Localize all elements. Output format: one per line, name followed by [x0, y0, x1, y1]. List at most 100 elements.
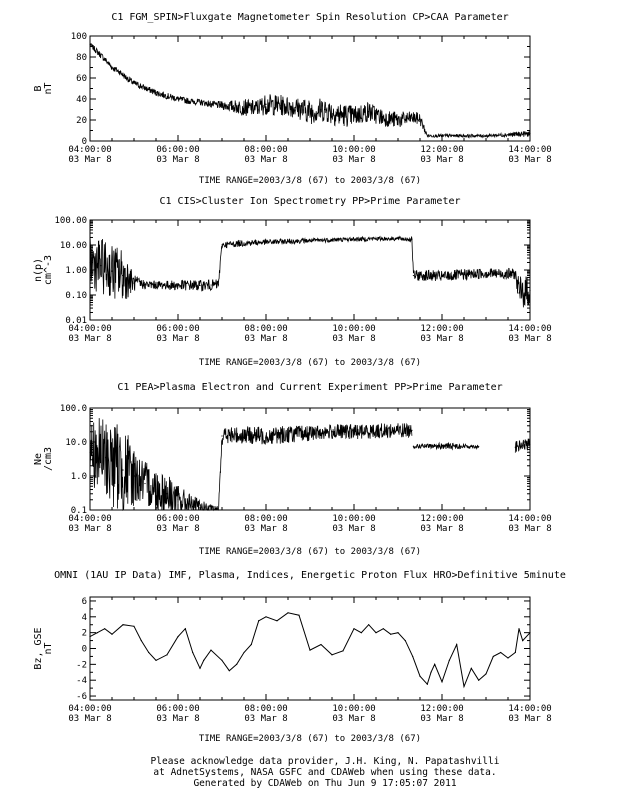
- series-line: [89, 418, 413, 512]
- data-point: [309, 111, 311, 113]
- x-tick-date: 03 Mar 8: [244, 155, 287, 165]
- data-point: [254, 107, 256, 110]
- data-point: [368, 624, 370, 626]
- data-point: [96, 51, 98, 53]
- data-point: [243, 242, 245, 244]
- data-point: [294, 106, 296, 108]
- data-point: [111, 633, 113, 635]
- y-tick-label: 0: [82, 137, 87, 147]
- data-point: [232, 105, 234, 107]
- data-point: [492, 655, 494, 658]
- data-point: [155, 488, 157, 491]
- y-tick-label: 2: [82, 629, 87, 639]
- data-point: [111, 461, 113, 464]
- data-point: [397, 632, 399, 634]
- data-point: [243, 651, 245, 654]
- data-point: [89, 636, 91, 638]
- data-point: [485, 135, 487, 137]
- data-point: [122, 469, 124, 471]
- data-point: [265, 616, 267, 618]
- data-point: [298, 614, 300, 616]
- data-point: [111, 66, 113, 69]
- data-point: [478, 679, 480, 681]
- data-point: [353, 238, 355, 240]
- data-point: [188, 284, 190, 286]
- data-point: [485, 673, 487, 675]
- data-point: [331, 654, 333, 656]
- x-tick-date: 03 Mar 8: [156, 524, 199, 534]
- data-point: [155, 92, 157, 94]
- data-point: [375, 430, 377, 432]
- data-point: [144, 482, 146, 485]
- data-point: [419, 118, 421, 120]
- time-range: TIME RANGE=2003/3/8 (67) to 2003/3/8 (67…: [199, 176, 421, 186]
- data-point: [188, 100, 190, 102]
- data-point: [265, 103, 267, 105]
- y-tick-label: 20: [76, 116, 87, 126]
- y-tick-label: 0: [82, 645, 87, 655]
- data-point: [412, 655, 414, 658]
- data-point: [412, 117, 414, 119]
- data-point: [411, 238, 413, 240]
- data-point: [309, 239, 311, 242]
- x-tick-label: 08:00:00: [244, 324, 287, 334]
- series-1: [89, 43, 531, 139]
- data-point: [426, 683, 428, 685]
- data-point: [276, 620, 278, 622]
- data-point: [331, 431, 333, 433]
- x-tick-date: 03 Mar 8: [68, 524, 111, 534]
- data-point: [133, 625, 135, 627]
- y-tick-label: 1.0: [71, 472, 87, 482]
- x-tick-date: 03 Mar 8: [244, 524, 287, 534]
- series-1: [89, 234, 531, 308]
- data-point: [434, 663, 436, 665]
- data-point: [463, 685, 465, 688]
- data-point: [170, 96, 172, 98]
- data-point: [368, 111, 370, 113]
- data-point: [104, 58, 106, 60]
- y-tick-label: 1.00: [65, 266, 87, 276]
- data-point: [221, 659, 223, 661]
- x-tick-label: 10:00:00: [332, 704, 375, 714]
- x-tick-label: 06:00:00: [156, 704, 199, 714]
- panel-title: C1 FGM_SPIN>Fluxgate Magnetometer Spin R…: [111, 12, 508, 23]
- y-axis-label: n(p): [33, 258, 44, 282]
- data-point: [210, 649, 212, 651]
- data-point: [518, 292, 520, 294]
- y-tick-label: 40: [76, 95, 87, 105]
- data-point: [199, 101, 201, 103]
- x-tick-date: 03 Mar 8: [244, 334, 287, 344]
- x-tick-label: 14:00:00: [508, 704, 551, 714]
- footer-line-2: at AdnetSystems, NASA GSFC and CDAWeb wh…: [153, 767, 496, 778]
- panel-title: C1 PEA>Plasma Electron and Current Exper…: [117, 382, 502, 393]
- data-point: [126, 77, 128, 79]
- x-tick-date: 03 Mar 8: [244, 714, 287, 724]
- data-point: [96, 632, 98, 634]
- series-line: [89, 43, 531, 139]
- data-point: [397, 119, 399, 121]
- data-point: [441, 275, 443, 278]
- panel-3: C1 PEA>Plasma Electron and Current Exper…: [33, 382, 552, 557]
- x-tick-label: 14:00:00: [508, 514, 551, 524]
- y-tick-label: 6: [82, 597, 87, 607]
- series-2: [412, 441, 480, 451]
- panel-title: OMNI (1AU IP Data) IMF, Plasma, Indices,…: [54, 570, 566, 581]
- data-point: [441, 681, 443, 683]
- data-point: [287, 240, 289, 242]
- data-point: [320, 643, 322, 646]
- x-tick-date: 03 Mar 8: [156, 714, 199, 724]
- x-tick-date: 03 Mar 8: [332, 334, 375, 344]
- data-point: [342, 650, 344, 652]
- data-point: [210, 284, 212, 286]
- x-tick-date: 03 Mar 8: [508, 334, 551, 344]
- data-point: [236, 663, 238, 665]
- data-point: [412, 445, 414, 447]
- data-point: [243, 106, 245, 108]
- panel-4: OMNI (1AU IP Data) IMF, Plasma, Indices,…: [33, 570, 566, 744]
- data-point: [507, 134, 509, 136]
- data-point: [258, 620, 260, 622]
- data-point: [188, 503, 190, 505]
- data-point: [203, 659, 205, 661]
- data-point: [177, 98, 179, 100]
